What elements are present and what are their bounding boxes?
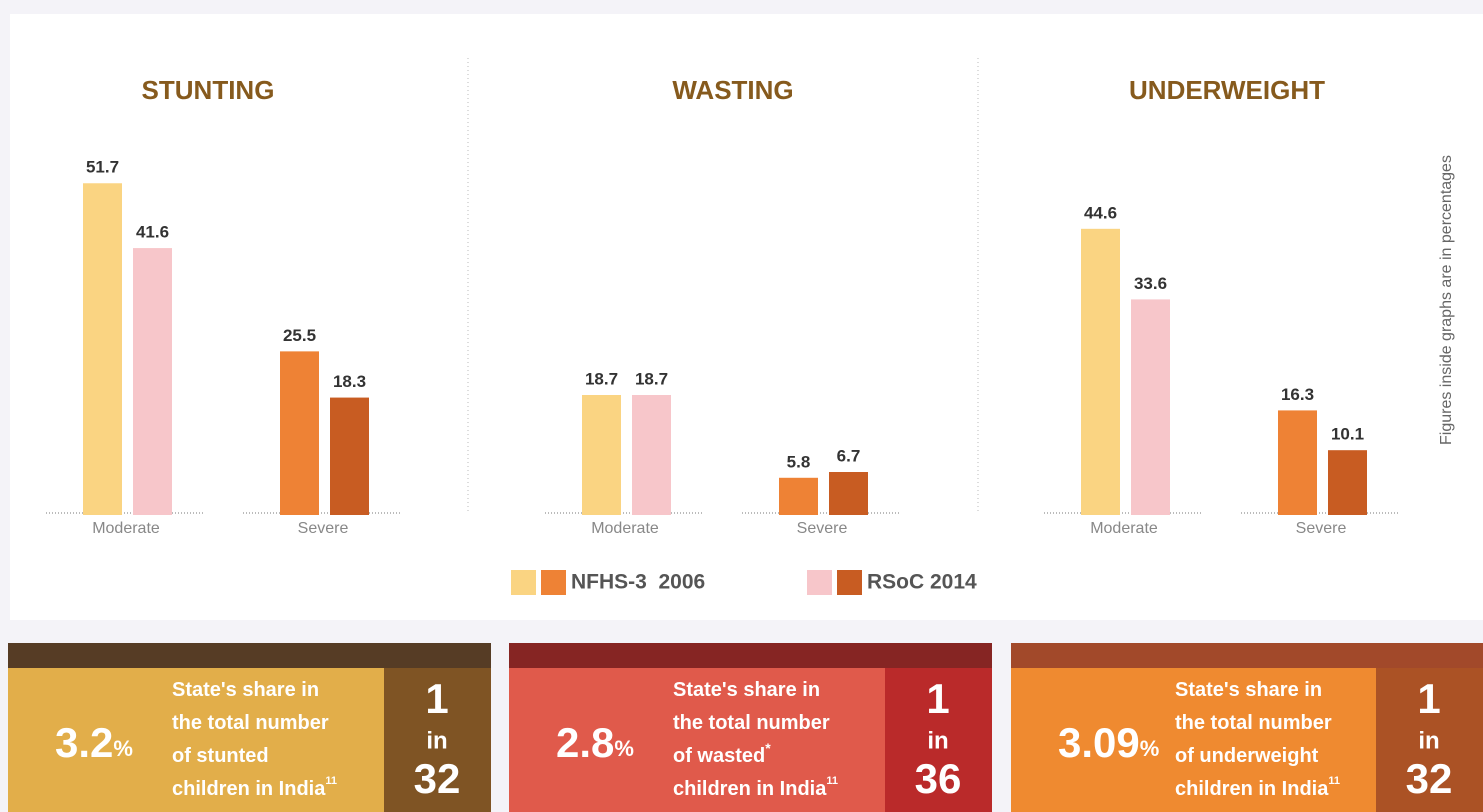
card-line: of underweight [1175, 745, 1319, 767]
legend-swatch [511, 570, 536, 595]
ratio-bottom: 32 [414, 755, 461, 802]
value-label: 44.6 [1084, 203, 1117, 222]
value-label: 18.7 [635, 369, 668, 388]
card-line: State's share in [172, 679, 319, 701]
card-line: State's share in [673, 679, 820, 701]
value-label: 16.3 [1281, 385, 1314, 404]
card-text: State's share in [673, 679, 820, 701]
legend-swatch [837, 570, 862, 595]
value-label: 6.7 [837, 446, 861, 465]
card-text: State's share in [172, 679, 319, 701]
category-label: Moderate [591, 520, 659, 537]
ratio-box [885, 668, 992, 812]
bar [330, 397, 369, 515]
footnote: 11 [826, 775, 838, 787]
card-text: State's share in [1175, 679, 1322, 701]
category-label: Severe [797, 520, 848, 537]
side-note: Figures inside graphs are in percentages [1438, 155, 1455, 445]
chart-title: UNDERWEIGHT [1129, 75, 1325, 105]
ratio-top: 1 [425, 675, 448, 722]
value-label: 51.7 [86, 158, 119, 177]
card-text: the total number [673, 712, 830, 734]
card-text: of underweight [1175, 745, 1319, 767]
category-label: Severe [1296, 520, 1347, 537]
card-text: of wasted* [673, 740, 771, 768]
ratio-bottom: 36 [915, 755, 962, 802]
value-label: 5.8 [787, 452, 811, 471]
value-label: 10.1 [1331, 425, 1364, 444]
card-line: State's share in [1175, 679, 1322, 701]
ratio-box [1376, 668, 1483, 812]
card-text: children in India11 [673, 775, 838, 800]
card-header [1011, 643, 1483, 668]
value-label: 41.6 [136, 223, 169, 242]
ratio-mid: in [1418, 727, 1439, 754]
card-line: children in India [172, 778, 326, 800]
card-line: children in India [1175, 778, 1329, 800]
bar [632, 395, 671, 515]
card-line: the total number [673, 712, 830, 734]
ratio-box [384, 668, 491, 812]
share-value: 2.8% [556, 719, 634, 766]
ratio-mid: in [426, 727, 447, 754]
card-text: the total number [172, 712, 329, 734]
bar [83, 183, 122, 515]
chart-title: STUNTING [142, 75, 275, 105]
chart-title: WASTING [672, 75, 793, 105]
bar [1131, 299, 1170, 515]
ratio-bottom: 32 [1406, 755, 1453, 802]
value-label: 18.3 [333, 372, 366, 391]
category-label: Moderate [1090, 520, 1158, 537]
share-unit: % [113, 736, 133, 761]
card-header [8, 643, 491, 668]
share-number: 3.09 [1058, 719, 1140, 766]
footnote: 11 [325, 775, 337, 787]
bar [133, 248, 172, 516]
value-label: 33.6 [1134, 274, 1167, 293]
bar [829, 472, 868, 515]
footnote: 11 [1328, 775, 1340, 787]
legend-label: NFHS-3 2006 [571, 571, 705, 594]
card-line: the total number [172, 712, 329, 734]
legend-label: RSoC 2014 [867, 571, 977, 594]
legend-swatch [807, 570, 832, 595]
share-unit: % [614, 736, 634, 761]
category-label: Moderate [92, 520, 160, 537]
card-text: children in India11 [1175, 775, 1340, 800]
legend-swatch [541, 570, 566, 595]
share-number: 3.2 [55, 719, 113, 766]
card-line: the total number [1175, 712, 1332, 734]
share-value: 3.09% [1058, 719, 1159, 766]
category-label: Severe [298, 520, 349, 537]
card-text: the total number [1175, 712, 1332, 734]
card-line: of wasted [673, 745, 765, 767]
bar [1081, 228, 1120, 516]
card-header [509, 643, 992, 668]
card-line: of stunted [172, 745, 269, 767]
ratio-top: 1 [1417, 675, 1440, 722]
value-label: 18.7 [585, 369, 618, 388]
bar [1328, 450, 1367, 515]
chart-panel [10, 14, 1483, 620]
value-label: 25.5 [283, 326, 316, 345]
card-text: children in India11 [172, 775, 337, 800]
ratio-mid: in [927, 727, 948, 754]
bar [1278, 410, 1317, 515]
card-line: children in India [673, 778, 827, 800]
ratio-top: 1 [926, 675, 949, 722]
share-number: 2.8 [556, 719, 614, 766]
bar [779, 477, 818, 515]
bar [280, 351, 319, 515]
bar [582, 395, 621, 515]
share-unit: % [1140, 736, 1160, 761]
mark: * [765, 740, 771, 756]
share-value: 3.2% [55, 719, 133, 766]
card-text: of stunted [172, 745, 269, 767]
